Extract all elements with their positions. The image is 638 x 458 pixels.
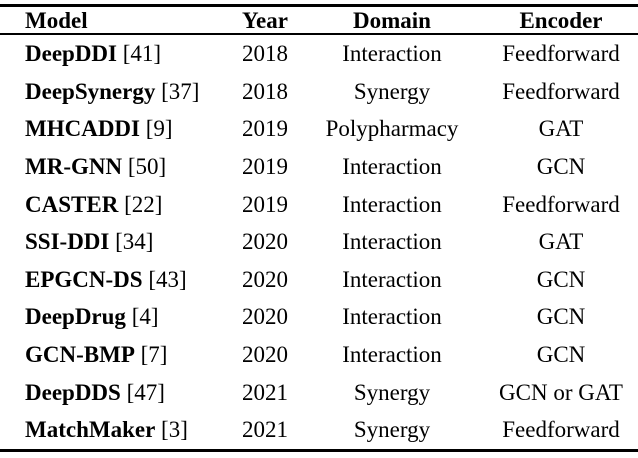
- citation-ref: [41]: [122, 41, 162, 67]
- encoder-cell: Feedforward: [502, 191, 620, 217]
- model-cell: SSI-DDI [34]: [0, 230, 230, 253]
- encoder-cell: GCN: [536, 266, 586, 292]
- table-top-rule: [0, 4, 638, 7]
- citation-ref: [22]: [124, 191, 163, 217]
- table-row: EPGCN-DS [43] 2020 Interaction GCN: [0, 261, 638, 299]
- model-name: CASTER: [25, 191, 119, 217]
- model-name: MHCADDI: [25, 116, 140, 142]
- column-header-domain: Domain: [353, 7, 431, 33]
- table-row: DeepDDI [41] 2018 Interaction Feedforwar…: [0, 35, 638, 73]
- encoder-cell: GCN: [536, 154, 586, 180]
- model-cell: DeepDDI [41]: [0, 42, 230, 65]
- encoder-cell: Feedforward: [502, 417, 620, 443]
- domain-cell: Interaction: [342, 191, 442, 217]
- year-cell: 2020: [242, 342, 288, 368]
- table-row: MatchMaker [3] 2021 Synergy Feedforward: [0, 411, 638, 449]
- table-row: CASTER [22] 2019 Interaction Feedforward: [0, 185, 638, 223]
- table-row: MHCADDI [9] 2019 Polypharmacy GAT: [0, 110, 638, 148]
- model-name: DeepDDS: [25, 379, 121, 405]
- encoder-cell: Feedforward: [502, 78, 620, 104]
- year-cell: 2021: [242, 379, 288, 405]
- encoder-cell: GCN: [536, 342, 586, 368]
- year-cell: 2018: [242, 41, 288, 67]
- citation-ref: [3]: [161, 417, 188, 443]
- domain-cell: Synergy: [353, 417, 431, 443]
- table-row: DeepSynergy [37] 2018 Synergy Feedforwar…: [0, 73, 638, 111]
- model-cell: EPGCN-DS [43]: [0, 268, 230, 291]
- year-cell: 2021: [242, 417, 288, 443]
- domain-cell: Synergy: [353, 379, 431, 405]
- citation-ref: [4]: [131, 304, 159, 330]
- model-cell: CASTER [22]: [0, 193, 230, 216]
- domain-cell: Polypharmacy: [325, 116, 459, 142]
- citation-ref: [43]: [148, 266, 187, 292]
- model-cell: GCN-BMP [7]: [0, 343, 230, 366]
- domain-cell: Interaction: [342, 41, 442, 67]
- column-header-model: Model: [25, 7, 88, 33]
- citation-ref: [7]: [140, 342, 168, 368]
- model-name: GCN-BMP: [25, 342, 135, 368]
- year-cell: 2020: [242, 304, 288, 330]
- table-header-rule: [0, 33, 638, 35]
- model-cell: DeepDrug [4]: [0, 305, 230, 328]
- citation-ref: [37]: [161, 78, 200, 104]
- domain-cell: Interaction: [342, 266, 442, 292]
- model-name: EPGCN-DS: [25, 266, 143, 292]
- citation-ref: [47]: [126, 379, 165, 405]
- table-row: SSI-DDI [34] 2020 Interaction GAT: [0, 223, 638, 261]
- table-bottom-rule: [0, 448, 638, 452]
- table-row: GCN-BMP [7] 2020 Interaction GCN: [0, 336, 638, 374]
- encoder-cell: Feedforward: [502, 41, 620, 67]
- year-cell: 2019: [242, 191, 288, 217]
- column-header-encoder: Encoder: [519, 7, 603, 33]
- domain-cell: Interaction: [342, 154, 442, 180]
- model-cell: MHCADDI [9]: [0, 117, 230, 140]
- column-header-year: Year: [242, 7, 288, 33]
- year-cell: 2019: [242, 116, 288, 142]
- model-cell: MatchMaker [3]: [0, 418, 230, 441]
- domain-cell: Interaction: [342, 304, 442, 330]
- table-row: DeepDDS [47] 2021 Synergy GCN or GAT: [0, 373, 638, 411]
- domain-cell: Interaction: [342, 229, 442, 255]
- citation-ref: [9]: [145, 116, 173, 142]
- encoder-cell: GCN: [536, 304, 586, 330]
- model-cell: DeepSynergy [37]: [0, 80, 230, 103]
- model-name: DeepDrug: [25, 304, 126, 330]
- year-cell: 2020: [242, 229, 288, 255]
- year-cell: 2020: [242, 266, 288, 292]
- citation-ref: [34]: [115, 229, 154, 255]
- table-row: DeepDrug [4] 2020 Interaction GCN: [0, 298, 638, 336]
- model-name: DeepDDI: [25, 41, 117, 67]
- table-header-row: Model Year Domain Encoder: [0, 7, 638, 33]
- encoder-cell: GAT: [538, 229, 584, 255]
- model-name: SSI-DDI: [25, 229, 110, 255]
- encoder-cell: GCN or GAT: [499, 379, 623, 405]
- model-cell: MR-GNN [50]: [0, 155, 230, 178]
- model-cell: DeepDDS [47]: [0, 381, 230, 404]
- encoder-cell: GAT: [538, 116, 584, 142]
- year-cell: 2018: [242, 78, 288, 104]
- table-row: MR-GNN [50] 2019 Interaction GCN: [0, 148, 638, 186]
- domain-cell: Synergy: [353, 78, 431, 104]
- model-name: DeepSynergy: [25, 78, 156, 104]
- model-name: MatchMaker: [25, 417, 156, 443]
- domain-cell: Interaction: [342, 342, 442, 368]
- year-cell: 2019: [242, 154, 288, 180]
- model-name: MR-GNN: [25, 154, 123, 180]
- citation-ref: [50]: [127, 154, 167, 180]
